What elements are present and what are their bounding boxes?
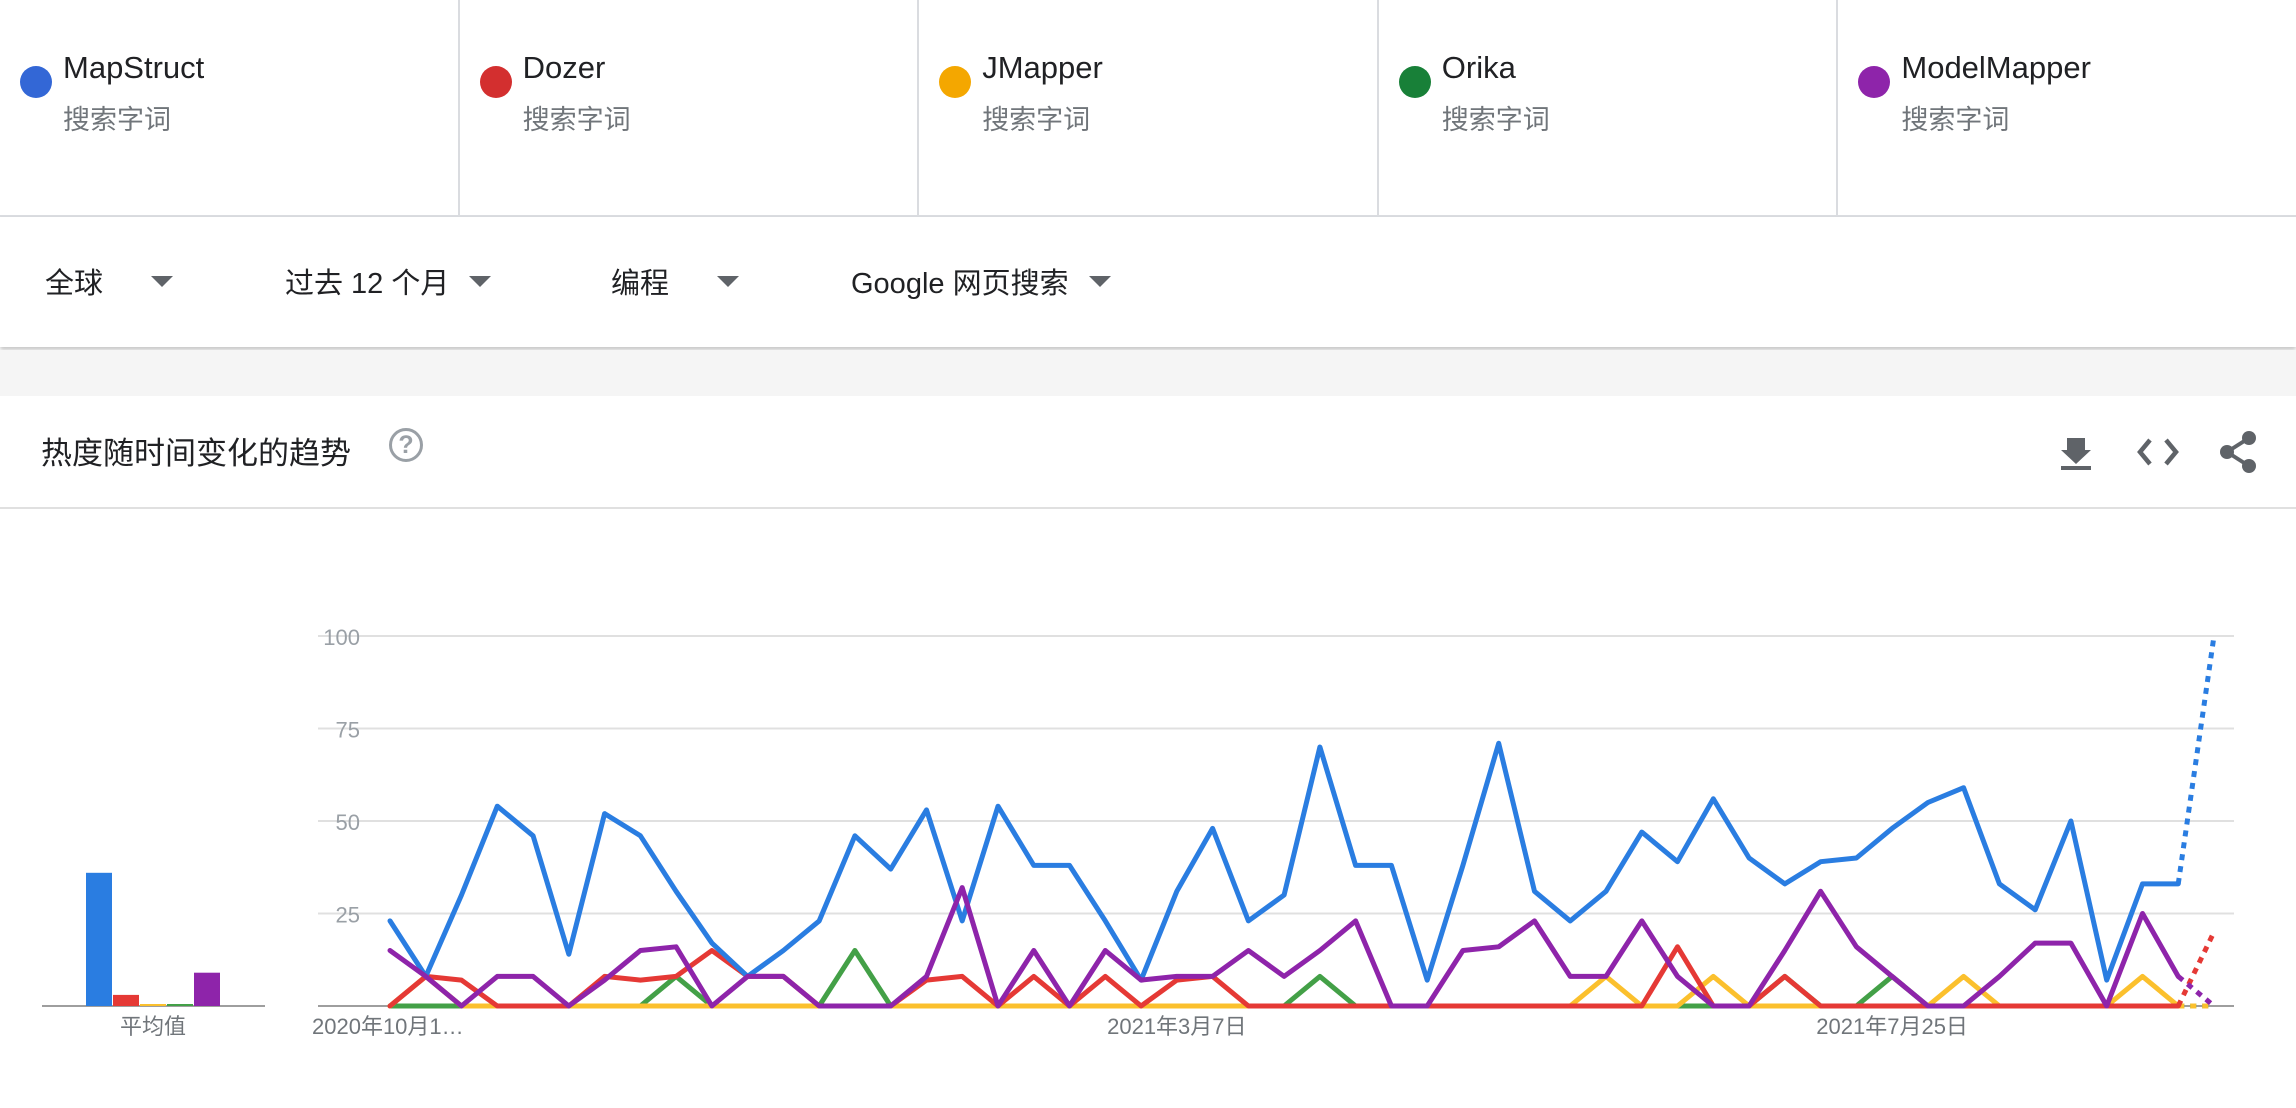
time-range-dropdown[interactable]: 过去 12 个月 <box>285 261 492 301</box>
chevron-down-icon <box>151 275 174 287</box>
search-terms-bar: MapStruct 搜索字词 Dozer 搜索字词 JMapper 搜索字词 O… <box>0 0 2296 217</box>
term-color-dot <box>479 66 512 98</box>
term-name: JMapper <box>982 50 1103 85</box>
term-card-orika[interactable]: Orika 搜索字词 <box>1379 0 1839 215</box>
series-line-mapstruct <box>387 740 2181 983</box>
average-bar-mapstruct <box>86 872 112 1006</box>
average-bar-dozer <box>113 994 139 1006</box>
y-tick-label: 25 <box>336 903 360 928</box>
x-tick-label: 2020年10月1… <box>312 1014 464 1039</box>
term-color-dot <box>939 66 972 98</box>
search-type-value: Google 网页搜索 <box>851 268 1069 300</box>
y-tick-label: 100 <box>323 625 360 650</box>
series-partial-segment-mapstruct <box>2175 635 2217 885</box>
series-partial-segment-dozer <box>2175 930 2217 1008</box>
series-line-modelmapper <box>387 885 2181 1009</box>
region-value: 全球 <box>45 268 104 300</box>
time-range-value: 过去 12 个月 <box>285 268 450 300</box>
help-icon[interactable]: ? <box>389 428 423 462</box>
series-line-dozer <box>387 944 2181 1009</box>
region-dropdown[interactable]: 全球 <box>45 261 174 301</box>
average-bar-orika <box>167 1004 193 1006</box>
y-tick-label: 50 <box>336 810 360 835</box>
term-type: 搜索字词 <box>63 105 171 135</box>
embed-code-icon[interactable] <box>2136 428 2180 476</box>
term-name: MapStruct <box>63 50 205 85</box>
chevron-down-icon <box>469 275 492 287</box>
x-tick-label: 2021年7月25日 <box>1816 1014 1968 1039</box>
term-card-mapstruct[interactable]: MapStruct 搜索字词 <box>0 0 460 215</box>
term-color-dot <box>1858 66 1891 98</box>
term-type: 搜索字词 <box>1441 105 1550 135</box>
x-tick-label: 2021年3月7日 <box>1107 1014 1246 1039</box>
widget-divider <box>0 507 2296 509</box>
term-color-dot <box>20 66 52 98</box>
chevron-down-icon <box>717 275 740 287</box>
search-type-dropdown[interactable]: Google 网页搜索 <box>851 261 1111 301</box>
share-icon[interactable] <box>2218 428 2258 476</box>
average-bar-jmapper <box>140 1004 166 1006</box>
term-type: 搜索字词 <box>982 105 1091 135</box>
series-partial-segment-modelmapper <box>2176 974 2216 1008</box>
term-type: 搜索字词 <box>522 105 631 135</box>
series-line-jmapper <box>387 973 2181 1009</box>
chevron-down-icon <box>1088 275 1111 287</box>
section-gap <box>0 350 2296 396</box>
term-name: Dozer <box>522 50 606 85</box>
term-name: Orika <box>1441 50 1516 85</box>
term-card-dozer[interactable]: Dozer 搜索字词 <box>460 0 920 215</box>
average-label: 平均值 <box>120 1014 186 1039</box>
term-card-modelmapper[interactable]: ModelMapper 搜索字词 <box>1838 0 2296 215</box>
y-tick-label: 75 <box>336 718 360 743</box>
term-name: ModelMapper <box>1901 50 2091 85</box>
series-line-orika <box>387 948 2181 1009</box>
term-color-dot <box>1398 66 1431 98</box>
category-value: 编程 <box>611 268 670 300</box>
widget-title: 热度随时间变化的趋势 <box>41 436 351 471</box>
average-bar-modelmapper <box>194 972 220 1006</box>
download-icon[interactable] <box>2058 428 2094 476</box>
term-type: 搜索字词 <box>1901 105 2010 135</box>
filter-bar: 全球 过去 12 个月 编程 Google 网页搜索 <box>0 217 2296 347</box>
category-dropdown[interactable]: 编程 <box>611 261 740 301</box>
term-card-jmapper[interactable]: JMapper 搜索字词 <box>919 0 1379 215</box>
